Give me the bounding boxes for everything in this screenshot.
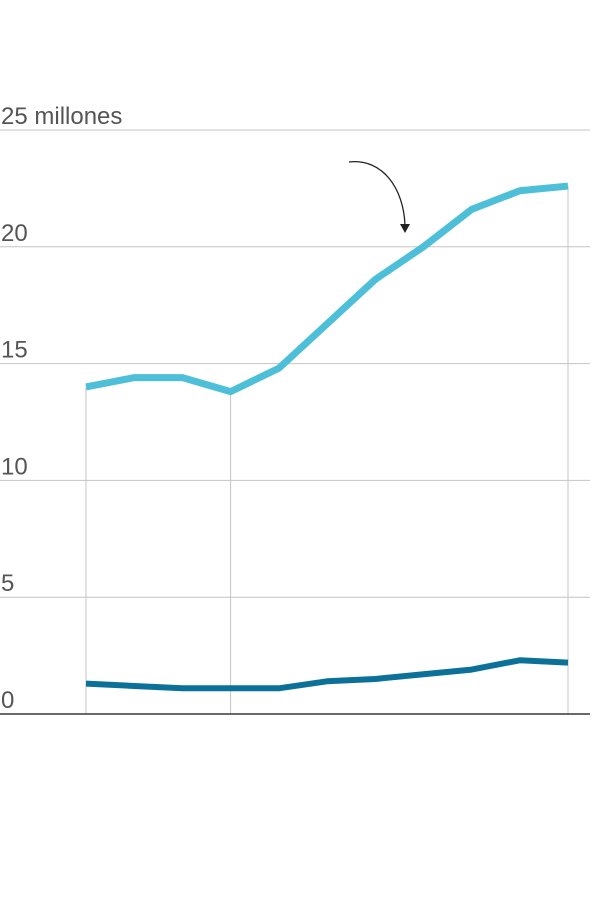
y-tick-labels: 0 5 10 15 20 25 millones [1,103,122,714]
annotation-arrow [348,161,406,227]
annotations [348,161,410,233]
y-tick-label-5: 5 [1,570,14,597]
gridlines [0,129,590,598]
y-tick-label-25: 25 millones [1,103,122,130]
annotation-arrowhead [400,224,410,233]
series-line-upper [85,182,569,396]
series-line-lower [85,657,569,692]
y-tick-label-0: 0 [1,687,14,714]
y-tick-label-20: 20 [1,220,28,247]
series-lines [85,182,569,692]
y-tick-label-15: 15 [1,337,28,364]
y-tick-label-10: 10 [1,453,28,480]
vertical-guides [85,186,569,714]
